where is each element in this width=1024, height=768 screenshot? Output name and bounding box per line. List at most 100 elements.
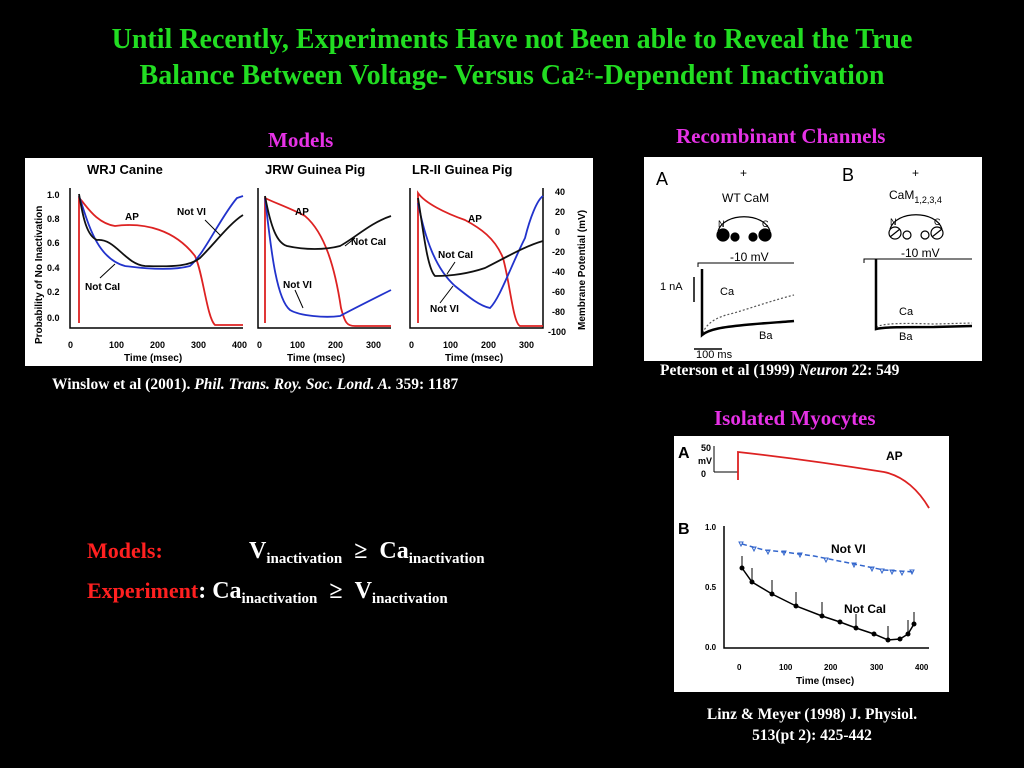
- left-tick: 0.8: [47, 214, 60, 224]
- plot3-axes: [409, 188, 544, 329]
- myo-panel-a: A: [678, 445, 690, 462]
- x-tick: 0: [409, 340, 414, 350]
- plot3-ap-curve: [417, 190, 543, 327]
- myo-axes: [723, 526, 929, 649]
- x-label: Time (msec): [287, 353, 345, 364]
- myo-ytick: 0.5: [705, 583, 717, 592]
- plot1-axes: [69, 188, 243, 329]
- x-tick: 300: [366, 340, 381, 350]
- ca-label-a: Ca: [720, 286, 735, 298]
- voltage-a: -10 mV: [730, 250, 769, 264]
- lobe-c-b: C: [934, 217, 941, 227]
- right-tick: -60: [552, 287, 565, 297]
- scale-bars: [693, 277, 722, 350]
- mutant-cam-icon: N C: [888, 214, 944, 240]
- mut-cam-label: CaM1,2,3,4: [889, 188, 942, 205]
- scale-current: 1 nA: [660, 281, 683, 293]
- plot2-notvi-label: Not VI: [283, 280, 312, 291]
- ba-label-a: Ba: [759, 330, 773, 342]
- ba-trace-a: [700, 269, 795, 338]
- citation-volume: 22: 549: [847, 362, 900, 379]
- x-tick: 0: [68, 340, 73, 350]
- plot1-notcai-curve: [78, 193, 244, 268]
- myo-xtick: 200: [824, 663, 838, 672]
- myo-xtick: 100: [779, 663, 793, 672]
- myocytes-citation: Linz & Meyer (1998) J. Physiol. 513(pt 2…: [672, 704, 952, 746]
- myo-notcai-label: Not CaI: [844, 602, 886, 616]
- x-label: Time (msec): [445, 353, 503, 364]
- x-tick: 300: [191, 340, 206, 350]
- title-line-1: Until Recently, Experiments Have not Bee…: [111, 24, 913, 55]
- ca-trace-b: [875, 259, 973, 328]
- models-eq-label: Models:: [87, 538, 163, 563]
- myo-panel-b: B: [678, 521, 690, 538]
- citation-journal: Neuron: [798, 362, 848, 379]
- model-label-wrj: WRJ Canine: [87, 162, 163, 177]
- x-tick: 0: [257, 340, 262, 350]
- title-line-2: Balance Between Voltage- Versus Ca2+-Dep…: [0, 58, 1024, 94]
- plot2-ap-curve: [264, 196, 391, 327]
- scale-50: 50: [701, 443, 711, 453]
- plot1-notcai-label: Not CaI: [85, 282, 120, 293]
- models-equation: Models: Vinactivation ≥ Cainactivation: [87, 538, 647, 567]
- voltage-b: -10 mV: [901, 246, 940, 260]
- x-tick: 200: [328, 340, 343, 350]
- lobe-c-a: C: [762, 219, 769, 229]
- x-label: Time (msec): [124, 353, 182, 364]
- ca-label-b: Ca: [899, 306, 914, 318]
- plus-b: +: [912, 166, 919, 180]
- models-figure: WRJ Canine JRW Guinea Pig LR-II Guinea P…: [25, 158, 593, 366]
- citation-authors: Winslow et al (2001).: [52, 376, 195, 393]
- panel-b-label: B: [842, 165, 854, 185]
- scale-mv: mV: [698, 456, 712, 466]
- myo-ytick: 1.0: [705, 523, 717, 532]
- models-heading: Models: [268, 128, 334, 152]
- ba-label-b: Ba: [899, 331, 913, 343]
- myo-ytick: 0.0: [705, 643, 717, 652]
- citation-journal: Phil. Trans. Roy. Soc. Lond. A.: [194, 376, 392, 393]
- myocytes-heading: Isolated Myocytes: [714, 406, 876, 430]
- plot3-notcai-curve: [417, 197, 544, 277]
- citation-volume: 359: 1187: [391, 376, 459, 393]
- myocytes-plot: A B 50 mV 0 AP Not VI Not CaI 1.0 0.5 0.…: [678, 443, 930, 687]
- x-tick: 100: [109, 340, 124, 350]
- recombinant-heading: Recombinant Channels: [676, 124, 886, 148]
- panel-a-label: A: [656, 169, 668, 189]
- models-eq-body: Vinactivation ≥ Cainactivation: [249, 538, 485, 567]
- myo-xlabel: Time (msec): [796, 676, 854, 687]
- right-tick: 40: [555, 187, 565, 197]
- recombinant-figure: A B + + WT CaM CaM1,2,3,4 -10 mV -10 mV …: [644, 157, 982, 361]
- plot1-ap-label: AP: [125, 212, 139, 223]
- plot3-notvi-label: Not VI: [430, 304, 459, 315]
- experiment-eq-label: Experiment: [87, 578, 199, 603]
- right-tick: -80: [552, 307, 565, 317]
- myocytes-figure: A B 50 mV 0 AP Not VI Not CaI 1.0 0.5 0.…: [674, 436, 949, 692]
- myo-notvi-label: Not VI: [831, 542, 866, 556]
- myo-xtick: 0: [737, 663, 742, 672]
- plot2-notcai-label: Not CaI: [351, 237, 386, 248]
- recombinant-plot: A B + + WT CaM CaM1,2,3,4 -10 mV -10 mV …: [656, 165, 973, 361]
- models-ylabel-left: Probability of No Inactivation: [34, 206, 45, 344]
- model-label-lr2: LR-II Guinea Pig: [412, 162, 512, 177]
- myo-xtick: 400: [915, 663, 929, 672]
- models-ylabel-right: Membrane Potential (mV): [577, 210, 588, 330]
- x-tick: 200: [150, 340, 165, 350]
- plot3-notcai-label: Not CaI: [438, 250, 473, 261]
- models-citation: Winslow et al (2001). Phil. Trans. Roy. …: [52, 376, 458, 394]
- left-tick: 0.6: [47, 238, 60, 248]
- ba-trace-b: [874, 259, 973, 331]
- plot3-notvi-curve: [417, 195, 544, 309]
- models-plot: WRJ Canine JRW Guinea Pig LR-II Guinea P…: [34, 162, 588, 364]
- voltage-step-b: [863, 258, 972, 263]
- recombinant-citation: Peterson et al (1999) Neuron 22: 549: [660, 362, 899, 380]
- plot1-ap-curve: [78, 196, 243, 326]
- wt-cam-label: WT CaM: [722, 191, 769, 205]
- experiment-eq-body: Cainactivation ≥ Vinactivation: [212, 578, 448, 607]
- myo-ap-curve: [737, 450, 930, 509]
- left-tick: 1.0: [47, 190, 60, 200]
- left-tick: 0.4: [47, 263, 60, 273]
- lobe-n-a: N: [718, 219, 725, 229]
- citation-authors: Peterson et al (1999): [660, 362, 799, 379]
- right-tick: 0: [555, 227, 560, 237]
- x-tick: 200: [481, 340, 496, 350]
